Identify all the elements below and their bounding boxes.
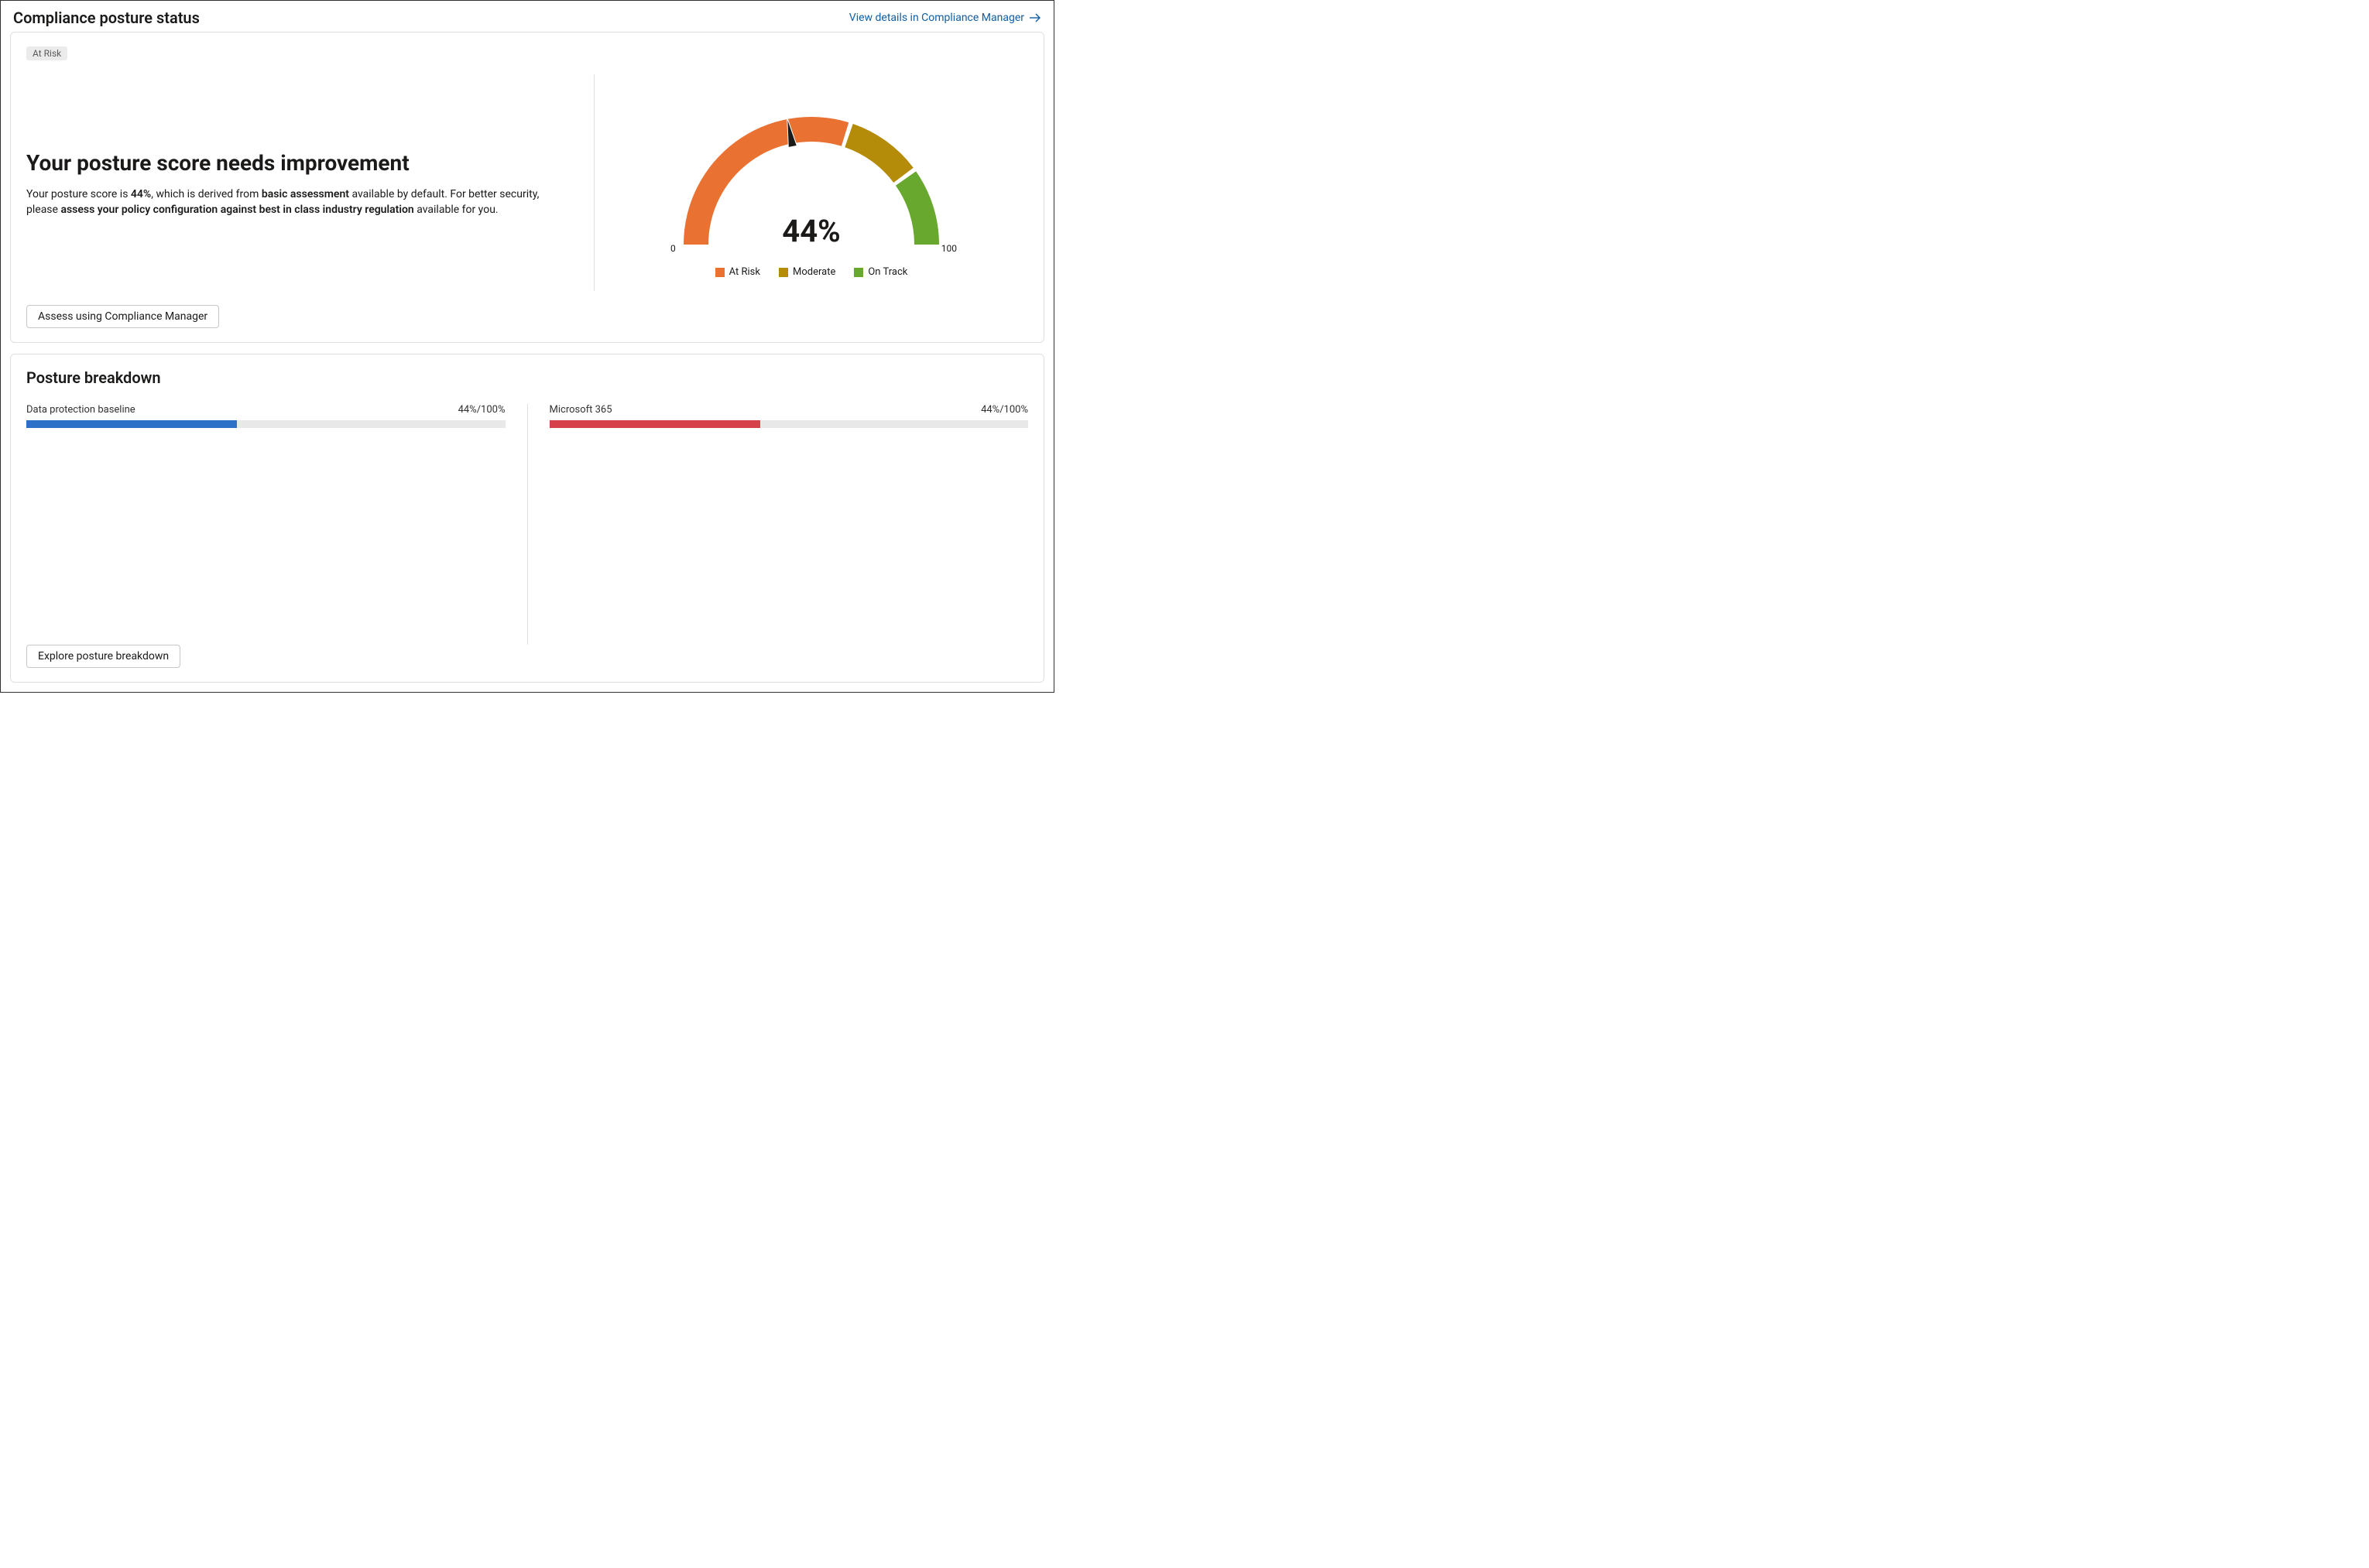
compliance-posture-panel: Compliance posture status View details i… — [0, 0, 1054, 693]
risk-badge: At Risk — [26, 46, 67, 60]
breakdown-item-header: Microsoft 365 44%/100% — [550, 404, 1029, 416]
breakdown-item: Data protection baseline 44%/100% — [26, 404, 527, 645]
legend-swatch — [779, 268, 788, 277]
breakdown-row: Data protection baseline44%/100%Microsof… — [26, 404, 1028, 645]
body-text-bold: assess your policy configuration against… — [60, 204, 413, 216]
progress-bar-fill — [550, 420, 760, 428]
posture-breakdown-card: Posture breakdown Data protection baseli… — [10, 354, 1044, 683]
body-text-part: Your posture score is — [26, 188, 131, 200]
breakdown-item-header: Data protection baseline 44%/100% — [26, 404, 506, 416]
gauge-column: 44% 0 100 At Risk Moderate On Track — [595, 67, 1028, 291]
panel-title: Compliance posture status — [13, 9, 200, 27]
breakdown-item-value: 44%/100% — [981, 404, 1028, 416]
breakdown-item-value: 44%/100% — [458, 404, 506, 416]
body-text-part: , which is derived from — [151, 188, 262, 200]
legend-label: On Track — [868, 266, 907, 278]
posture-gauge: 44% 0 100 — [672, 98, 951, 252]
legend-label: Moderate — [793, 266, 835, 278]
legend-item: On Track — [854, 266, 907, 278]
legend-item: Moderate — [779, 266, 835, 278]
gauge-min-label: 0 — [670, 243, 676, 254]
explore-breakdown-button[interactable]: Explore posture breakdown — [26, 645, 180, 668]
assess-button[interactable]: Assess using Compliance Manager — [26, 305, 219, 328]
legend-swatch — [854, 268, 863, 277]
posture-score-body: Your posture score needs improvement You… — [26, 67, 1028, 291]
body-text-bold: 44% — [131, 188, 151, 200]
view-details-link-label: View details in Compliance Manager — [849, 12, 1024, 24]
progress-bar — [550, 420, 1029, 428]
gauge-legend: At Risk Moderate On Track — [715, 266, 908, 278]
breakdown-item-label: Data protection baseline — [26, 404, 135, 416]
gauge-max-label: 100 — [941, 243, 957, 254]
posture-score-text-col: Your posture score needs improvement You… — [26, 67, 594, 291]
body-text-bold: basic assessment — [262, 188, 349, 200]
progress-bar — [26, 420, 506, 428]
legend-label: At Risk — [729, 266, 760, 278]
posture-headline: Your posture score needs improvement — [26, 150, 571, 176]
breakdown-title: Posture breakdown — [26, 368, 1028, 387]
gauge-segment — [845, 124, 913, 183]
posture-body-text: Your posture score is 44%, which is deri… — [26, 187, 571, 218]
legend-item: At Risk — [715, 266, 760, 278]
legend-swatch — [715, 268, 725, 277]
progress-bar-fill — [26, 420, 237, 428]
breakdown-item: Microsoft 365 44%/100% — [527, 404, 1029, 645]
arrow-right-icon — [1029, 12, 1041, 23]
posture-score-card: At Risk Your posture score needs improve… — [10, 32, 1044, 343]
panel-header: Compliance posture status View details i… — [10, 9, 1044, 32]
breakdown-item-label: Microsoft 365 — [550, 404, 612, 416]
body-text-part: available for you. — [414, 204, 499, 216]
gauge-value-label: 44% — [672, 213, 951, 249]
view-details-link[interactable]: View details in Compliance Manager — [849, 12, 1041, 24]
